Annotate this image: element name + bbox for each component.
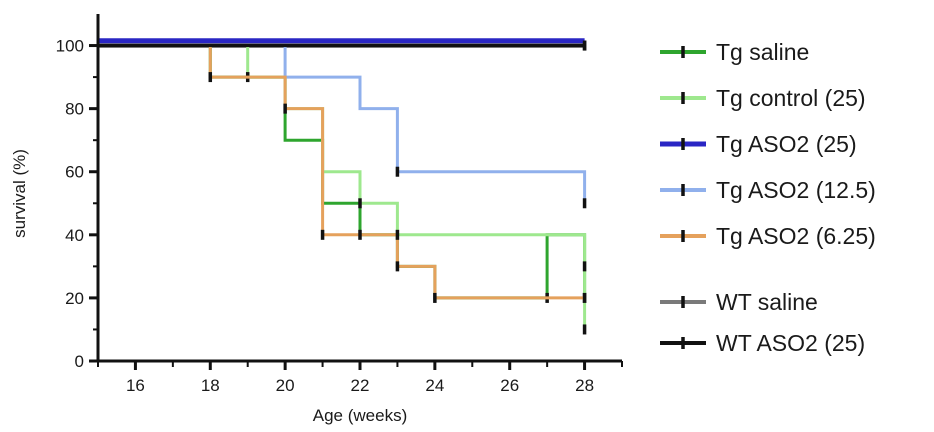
legend-item: Tg ASO2 (12.5) bbox=[660, 177, 876, 203]
legend-label: WT ASO2 (25) bbox=[716, 330, 865, 356]
legend-label: Tg ASO2 (12.5) bbox=[716, 177, 876, 203]
y-tick-label: 0 bbox=[75, 352, 84, 371]
legend-item: Tg ASO2 (25) bbox=[660, 131, 857, 157]
y-tick-label: 60 bbox=[65, 163, 84, 182]
x-tick-label: 24 bbox=[425, 376, 444, 395]
series-line bbox=[98, 44, 587, 204]
axes: 0 20 40 60 80 100 16 18 20 22 24 26 28 bbox=[56, 14, 623, 395]
x-tick-label: 20 bbox=[276, 376, 295, 395]
y-axis-label: survival (%) bbox=[10, 149, 29, 238]
x-tick-label: 28 bbox=[575, 376, 594, 395]
legend-label: Tg control (25) bbox=[716, 85, 866, 111]
legend-item: Tg control (25) bbox=[660, 85, 866, 111]
legend-label: Tg ASO2 (6.25) bbox=[716, 223, 876, 249]
x-tick-label: 16 bbox=[126, 376, 145, 395]
series-line bbox=[98, 44, 587, 330]
legend-label: Tg saline bbox=[716, 39, 809, 65]
legend-item: WT saline bbox=[660, 289, 818, 315]
legend-item: WT ASO2 (25) bbox=[660, 330, 865, 356]
x-tick-label: 22 bbox=[351, 376, 370, 395]
legend: Tg saline Tg control (25) Tg ASO2 (25) Tg A… bbox=[660, 39, 876, 356]
y-tick-label: 100 bbox=[56, 37, 84, 56]
legend-item: Tg saline bbox=[660, 39, 809, 65]
legend-label: Tg ASO2 (25) bbox=[716, 131, 857, 157]
x-tick-label: 18 bbox=[201, 376, 220, 395]
legend-item: Tg ASO2 (6.25) bbox=[660, 223, 876, 249]
y-tick-label: 80 bbox=[65, 100, 84, 119]
y-tick-label: 20 bbox=[65, 289, 84, 308]
y-tick-label: 40 bbox=[65, 226, 84, 245]
x-tick-label: 26 bbox=[500, 376, 519, 395]
series-line bbox=[98, 44, 585, 300]
legend-label: WT saline bbox=[716, 289, 818, 315]
x-axis-label: Age (weeks) bbox=[313, 406, 407, 425]
plot-area bbox=[98, 38, 587, 335]
